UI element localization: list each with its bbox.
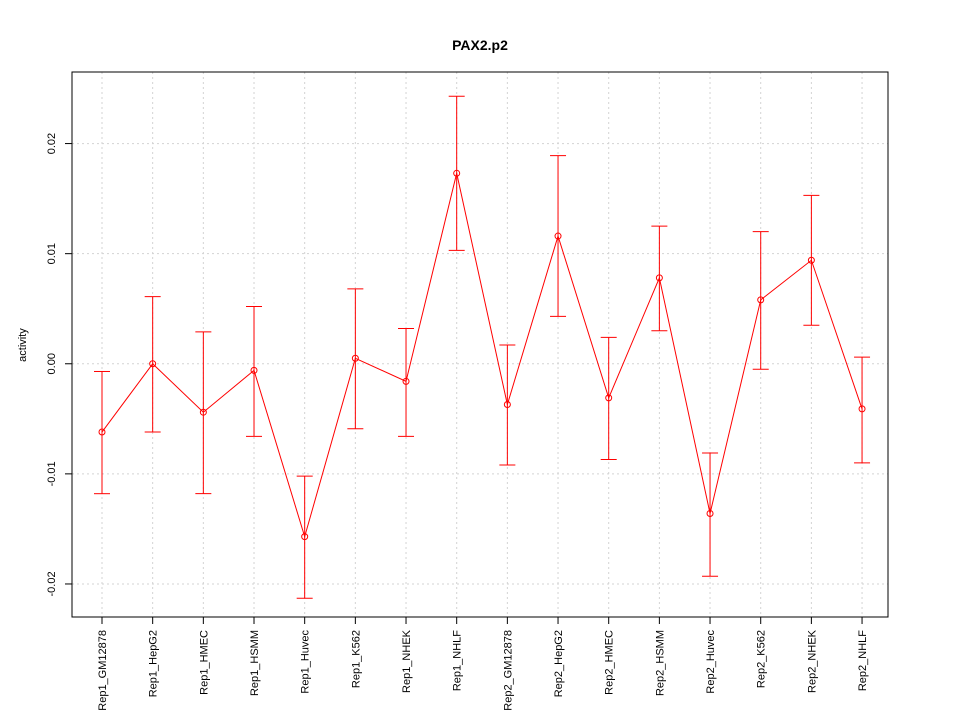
x-tick-label: Rep1_GM12878 <box>97 630 109 711</box>
x-tick-label: Rep2_HMEC <box>604 630 616 695</box>
data-point <box>98 428 106 436</box>
y-axis-label: activity <box>17 328 29 362</box>
x-tick-label: Rep2_HepG2 <box>553 630 565 697</box>
chart-title: PAX2.p2 <box>452 37 508 53</box>
data-point <box>554 232 562 240</box>
x-axis: Rep1_GM12878 Rep1_HepG2 Rep1_HMEC Rep1_HSMM… <box>97 617 869 711</box>
y-tick-label: -0.01 <box>46 461 58 486</box>
data-point <box>351 354 359 362</box>
series-line <box>101 173 863 539</box>
x-tick-label: Rep2_HSMM <box>654 630 666 696</box>
data-point <box>706 510 714 518</box>
data-point <box>250 366 258 374</box>
x-tick-label: Rep2_Huvec <box>705 630 717 694</box>
data-point <box>402 377 410 385</box>
x-tick-label: Rep1_Huvec <box>300 630 312 694</box>
x-tick-label: Rep1_NHEK <box>401 629 413 693</box>
data-point <box>605 394 613 402</box>
y-tick-label: 0.00 <box>46 353 58 374</box>
data-point <box>807 256 815 264</box>
data-point <box>149 360 157 368</box>
data-point <box>655 274 663 282</box>
data-point <box>453 169 461 177</box>
x-tick-label: Rep2_GM12878 <box>502 630 514 711</box>
x-tick-label: Rep1_HSMM <box>249 630 261 696</box>
data-point <box>301 533 309 541</box>
x-tick-label: Rep1_K562 <box>350 630 362 688</box>
data-point <box>503 401 511 409</box>
x-tick-label: Rep1_HMEC <box>198 630 210 695</box>
series <box>94 95 871 599</box>
y-axis: -0.02 -0.01 0.00 0.01 0.02 <box>46 133 72 597</box>
x-tick-label: Rep2_NHEK <box>806 629 818 693</box>
x-tick-label: Rep2_NHLF <box>857 630 869 691</box>
grid <box>72 72 888 617</box>
x-tick-label: Rep2_K562 <box>756 630 768 688</box>
plot-frame <box>71 71 889 618</box>
x-tick-label: Rep1_NHLF <box>452 630 464 691</box>
x-tick-label: Rep1_HepG2 <box>148 630 160 697</box>
data-point <box>757 296 765 304</box>
data-point <box>199 408 207 416</box>
y-tick-label: 0.01 <box>46 243 58 264</box>
y-tick-label: 0.02 <box>46 133 58 154</box>
data-point <box>858 405 866 413</box>
y-tick-label: -0.02 <box>46 571 58 596</box>
